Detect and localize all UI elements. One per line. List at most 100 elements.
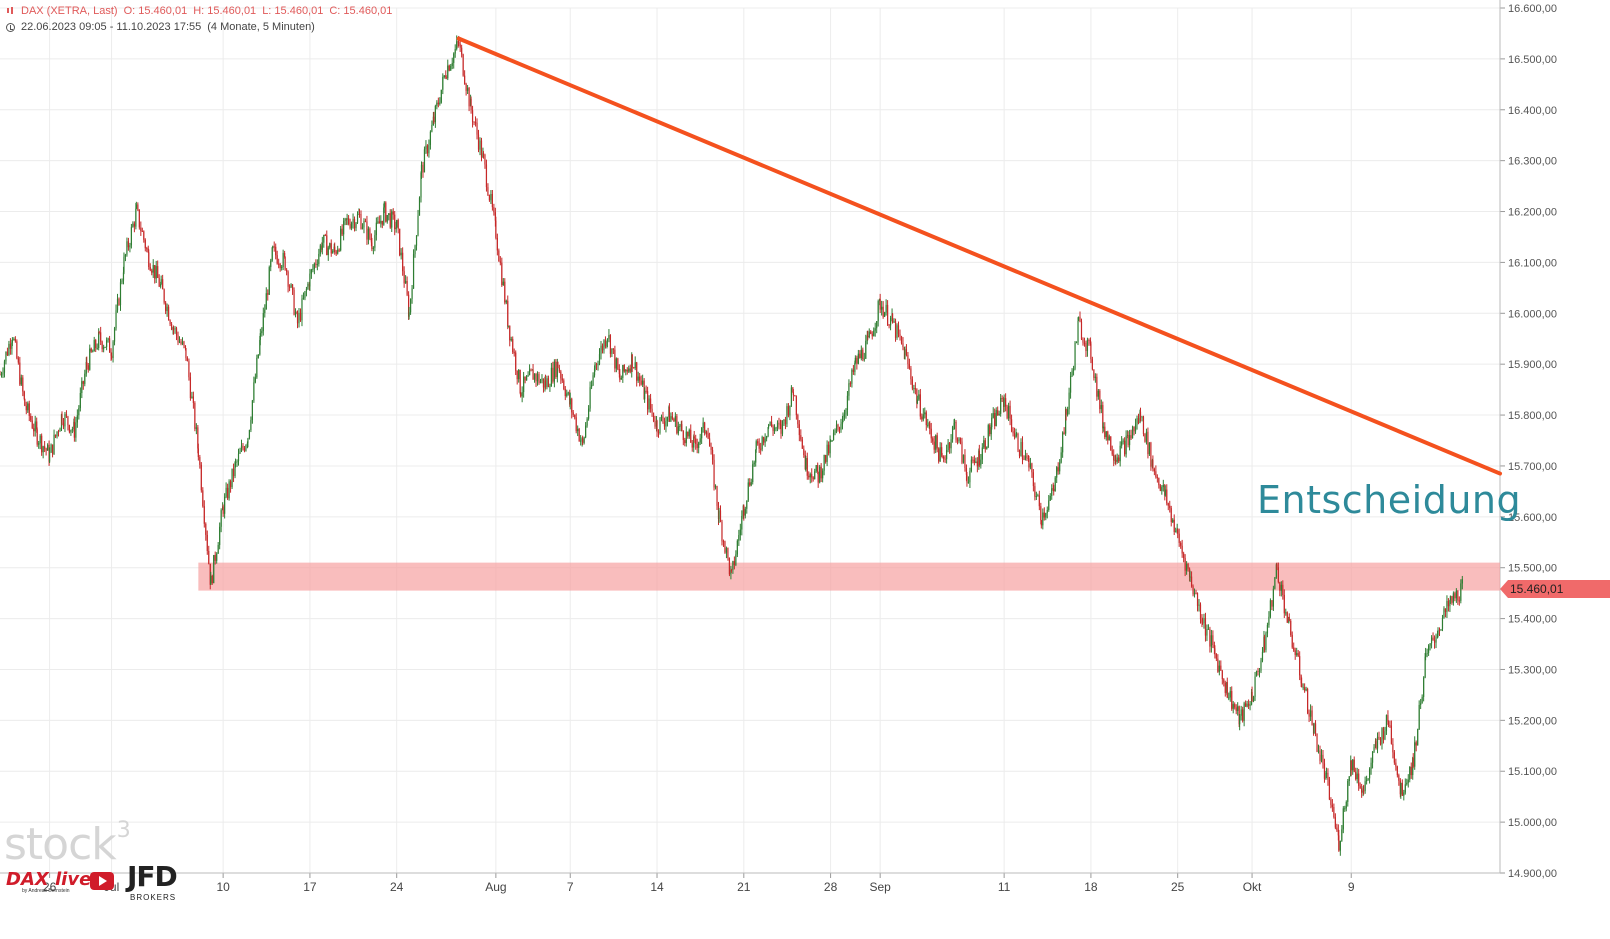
- candle-body: [155, 266, 157, 279]
- candle-body: [549, 386, 551, 388]
- candle-body: [273, 246, 275, 248]
- candle-body: [371, 242, 373, 250]
- candle-body: [970, 459, 973, 471]
- candle-body: [1443, 608, 1445, 618]
- candle-body: [873, 330, 875, 337]
- candle-body: [264, 309, 266, 314]
- candle-body: [347, 218, 350, 224]
- candle-body: [633, 367, 635, 369]
- candle-body: [524, 376, 526, 381]
- candle-body: [1401, 782, 1403, 796]
- candle-body: [1006, 406, 1008, 419]
- last-price-label: 15.460,01: [1510, 582, 1564, 596]
- candle-body: [275, 246, 277, 256]
- candle-body: [1263, 636, 1266, 650]
- candle-body: [542, 378, 545, 388]
- candle-body: [140, 227, 142, 231]
- candle-body: [721, 521, 723, 542]
- candle-body: [654, 421, 656, 427]
- candle-body: [1432, 637, 1434, 641]
- candle-body: [1311, 710, 1313, 726]
- candle-body: [391, 211, 393, 228]
- candle-body: [995, 410, 997, 427]
- jfd-brokers-label: BROKERS: [130, 893, 177, 902]
- y-tick-label: 16.300,00: [1508, 156, 1557, 168]
- y-tick-label: 15.900,00: [1508, 359, 1557, 371]
- y-tick-label: 15.400,00: [1508, 614, 1557, 626]
- candle-body: [687, 431, 689, 437]
- candle-body: [81, 381, 83, 394]
- candle-body: [1128, 435, 1131, 446]
- candle-body: [329, 243, 331, 248]
- candle-body: [98, 331, 100, 348]
- candle-body: [129, 245, 131, 248]
- candle-body: [1169, 505, 1171, 509]
- date-range-header: 22.06.2023 09:05 - 11.10.2023 17:55 (4 Mo…: [6, 21, 321, 33]
- candle-body: [938, 448, 940, 462]
- candle-body: [764, 438, 766, 443]
- candle-body: [789, 405, 791, 416]
- candle-body: [495, 220, 497, 238]
- candle-body: [849, 383, 852, 385]
- x-tick-label: 9: [1348, 880, 1355, 894]
- candle-body: [600, 345, 602, 355]
- candle-body: [1336, 827, 1338, 830]
- candle-body: [1396, 766, 1398, 776]
- y-tick-label: 16.200,00: [1508, 207, 1557, 219]
- candle-body: [167, 306, 170, 321]
- candle-body: [528, 369, 531, 376]
- candle-body: [210, 575, 212, 585]
- candle-body: [154, 265, 156, 279]
- candle-body: [395, 227, 397, 230]
- candle-body: [350, 222, 353, 229]
- candle-body: [1368, 768, 1371, 779]
- candle-body: [645, 390, 647, 392]
- candle-body: [1056, 467, 1058, 478]
- candle-body: [1077, 316, 1080, 322]
- candle-body: [1417, 729, 1419, 746]
- candle-body: [1271, 600, 1273, 607]
- candle-body: [935, 435, 937, 450]
- candle-body: [647, 391, 649, 410]
- candle-body: [713, 459, 715, 488]
- candle-body: [732, 561, 734, 571]
- candle-body: [1181, 545, 1183, 554]
- candle-body: [990, 427, 992, 435]
- candle-body: [657, 432, 660, 434]
- candle-body: [921, 416, 923, 420]
- candle-body: [501, 262, 503, 286]
- y-tick-label: 15.800,00: [1508, 410, 1557, 422]
- candle-body: [1375, 741, 1377, 749]
- candle-body: [1099, 390, 1101, 410]
- candle-body: [608, 335, 610, 339]
- candle-body: [1350, 760, 1352, 771]
- candle-body: [775, 427, 777, 429]
- candle-body: [462, 54, 464, 76]
- candle-body: [553, 361, 555, 382]
- candle-body: [245, 445, 247, 451]
- candle-body: [1283, 594, 1285, 614]
- candle-body: [1155, 471, 1157, 477]
- candle-body: [224, 496, 226, 514]
- candle-body: [1082, 339, 1084, 343]
- candle-body: [34, 421, 36, 432]
- candle-body: [219, 526, 221, 546]
- candle-body: [663, 422, 666, 427]
- candle-body: [1400, 782, 1402, 795]
- candle-body: [454, 49, 456, 54]
- candle-body: [160, 284, 162, 287]
- candle-body: [1367, 778, 1369, 780]
- candle-body: [465, 84, 467, 91]
- candle-body: [267, 293, 269, 295]
- candle-body: [287, 271, 289, 287]
- candle-body: [1020, 442, 1022, 456]
- candle-body: [758, 443, 760, 449]
- candle-body: [1438, 630, 1441, 632]
- candle-body: [1199, 604, 1202, 620]
- candle-body: [313, 263, 315, 270]
- candle-body: [392, 211, 394, 215]
- candle-body: [984, 440, 986, 450]
- x-tick-label: Aug: [485, 880, 506, 894]
- candle-body: [71, 429, 73, 431]
